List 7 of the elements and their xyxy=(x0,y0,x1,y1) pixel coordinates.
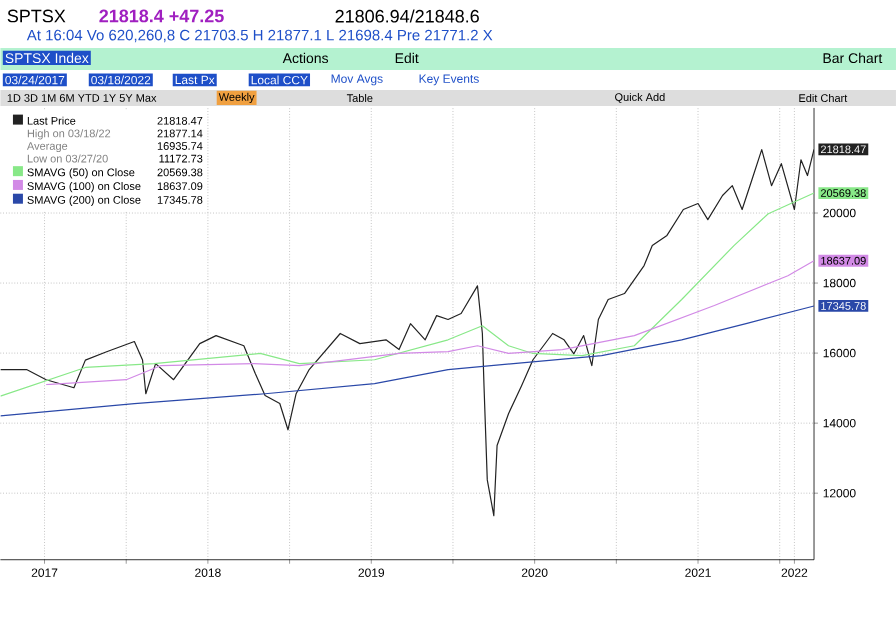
text: 21818.4 +47.25 xyxy=(99,9,224,23)
line-series xyxy=(0,148,815,517)
line-series xyxy=(0,305,815,417)
line-series xyxy=(0,192,815,397)
text: 21806.94/21848.6 xyxy=(335,9,479,23)
line-series xyxy=(45,260,815,386)
text: SPTSX xyxy=(7,9,66,23)
